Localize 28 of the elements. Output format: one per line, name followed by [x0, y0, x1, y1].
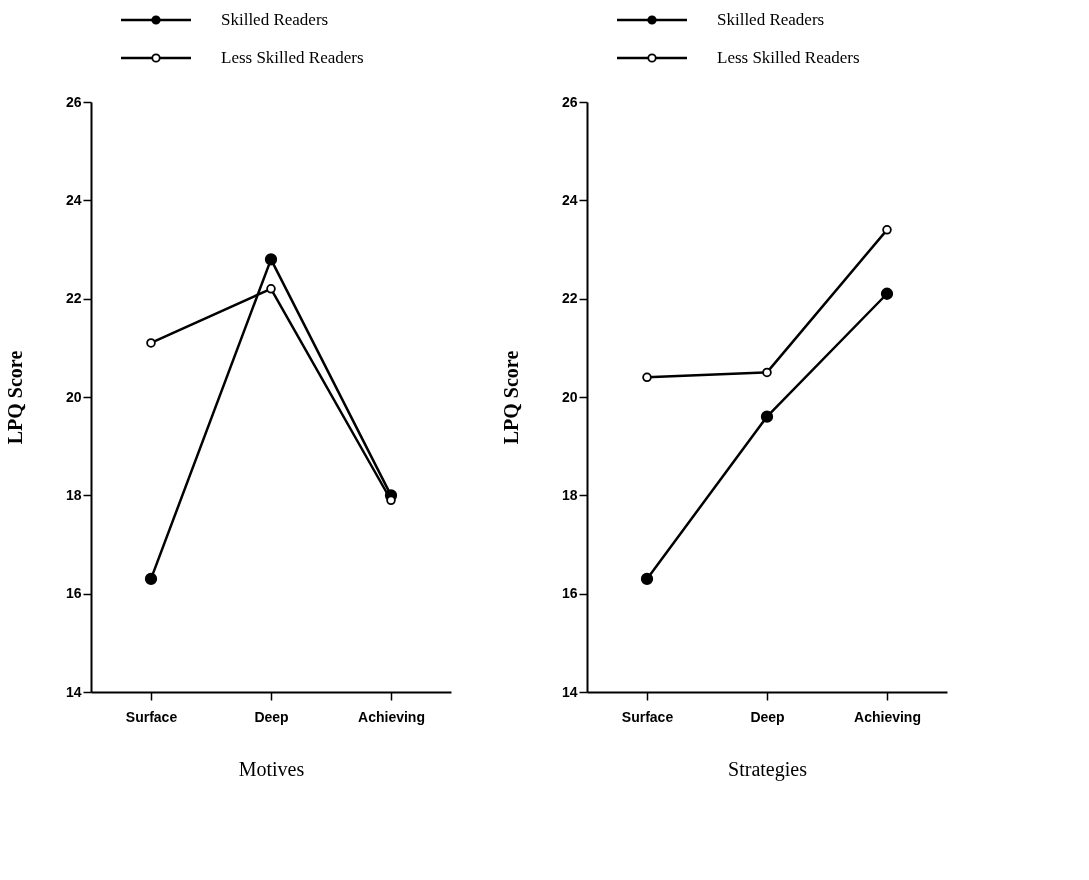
x-tick-label: Achieving [854, 708, 921, 725]
legend-label: Less Skilled Readers [221, 48, 364, 67]
y-tick-label: 14 [65, 683, 82, 700]
y-tick-label: 26 [65, 93, 82, 110]
x-tick-label: Surface [125, 708, 178, 725]
x-tick-label: Surface [621, 708, 674, 725]
y-tick-label: 22 [561, 290, 578, 307]
y-tick-label: 16 [65, 585, 82, 602]
y-axis-title: LPQ Score [499, 350, 522, 445]
y-tick-label: 20 [561, 388, 578, 405]
y-tick-label: 26 [561, 93, 578, 110]
y-tick-label: 24 [65, 191, 82, 208]
y-axis-title: LPQ Score [3, 350, 26, 445]
y-tick-label: 20 [65, 388, 82, 405]
x-tick-label: Deep [254, 708, 289, 725]
y-tick-label: 18 [561, 486, 578, 503]
x-tick-label: Deep [750, 708, 785, 725]
y-tick-label: 16 [561, 585, 578, 602]
x-axis-title: Motives [238, 757, 305, 780]
y-tick-label: 18 [65, 486, 82, 503]
y-tick-label: 24 [561, 191, 578, 208]
x-axis-title: Strategies [728, 757, 808, 781]
legend-label: Skilled Readers [717, 10, 825, 29]
x-tick-label: Achieving [358, 708, 425, 725]
y-tick-label: 22 [65, 290, 82, 307]
y-tick-label: 14 [561, 683, 578, 700]
legend-label: Skilled Readers [221, 10, 329, 29]
legend-label: Less Skilled Readers [717, 48, 860, 67]
